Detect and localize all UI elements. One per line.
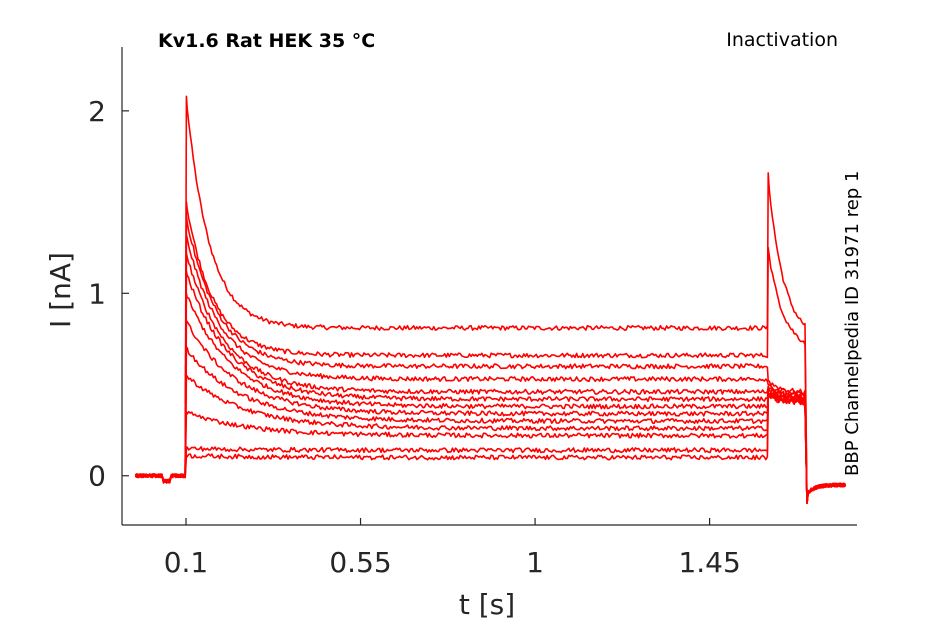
side-note: BBP Channelpedia ID 31971 rep 1: [842, 171, 863, 476]
y-tick-label: 0: [88, 460, 106, 493]
current-trace: [134, 201, 846, 504]
current-trace: [135, 393, 846, 504]
current-trace: [135, 394, 846, 504]
y-tick-label: 2: [88, 95, 106, 128]
current-trace: [134, 394, 846, 504]
trace-group: [134, 95, 847, 504]
x-tick-label: 1.45: [678, 546, 740, 579]
current-trace: [134, 252, 846, 504]
current-trace: [135, 319, 846, 504]
chart-title: Kv1.6 Rat HEK 35 °C: [158, 30, 375, 52]
x-axis-label: t [s]: [459, 588, 515, 621]
current-trace: [134, 234, 847, 504]
x-tick-label: 0.1: [164, 546, 209, 579]
current-trace: [135, 95, 847, 504]
current-trace: [134, 215, 847, 504]
current-trace: [135, 374, 846, 504]
x-tick-label: 1: [526, 546, 544, 579]
y-tick-label: 1: [88, 277, 106, 310]
x-ticks: 0.1 0.55 1 1.45: [164, 518, 741, 579]
current-trace: [135, 346, 846, 504]
current-trace: [134, 270, 847, 504]
protocol-label: Inactivation: [726, 29, 838, 51]
x-tick-label: 0.55: [329, 546, 391, 579]
y-axis-label: I [nA]: [44, 252, 77, 328]
current-trace: [134, 292, 846, 504]
y-ticks: 0 1 2: [88, 95, 129, 493]
